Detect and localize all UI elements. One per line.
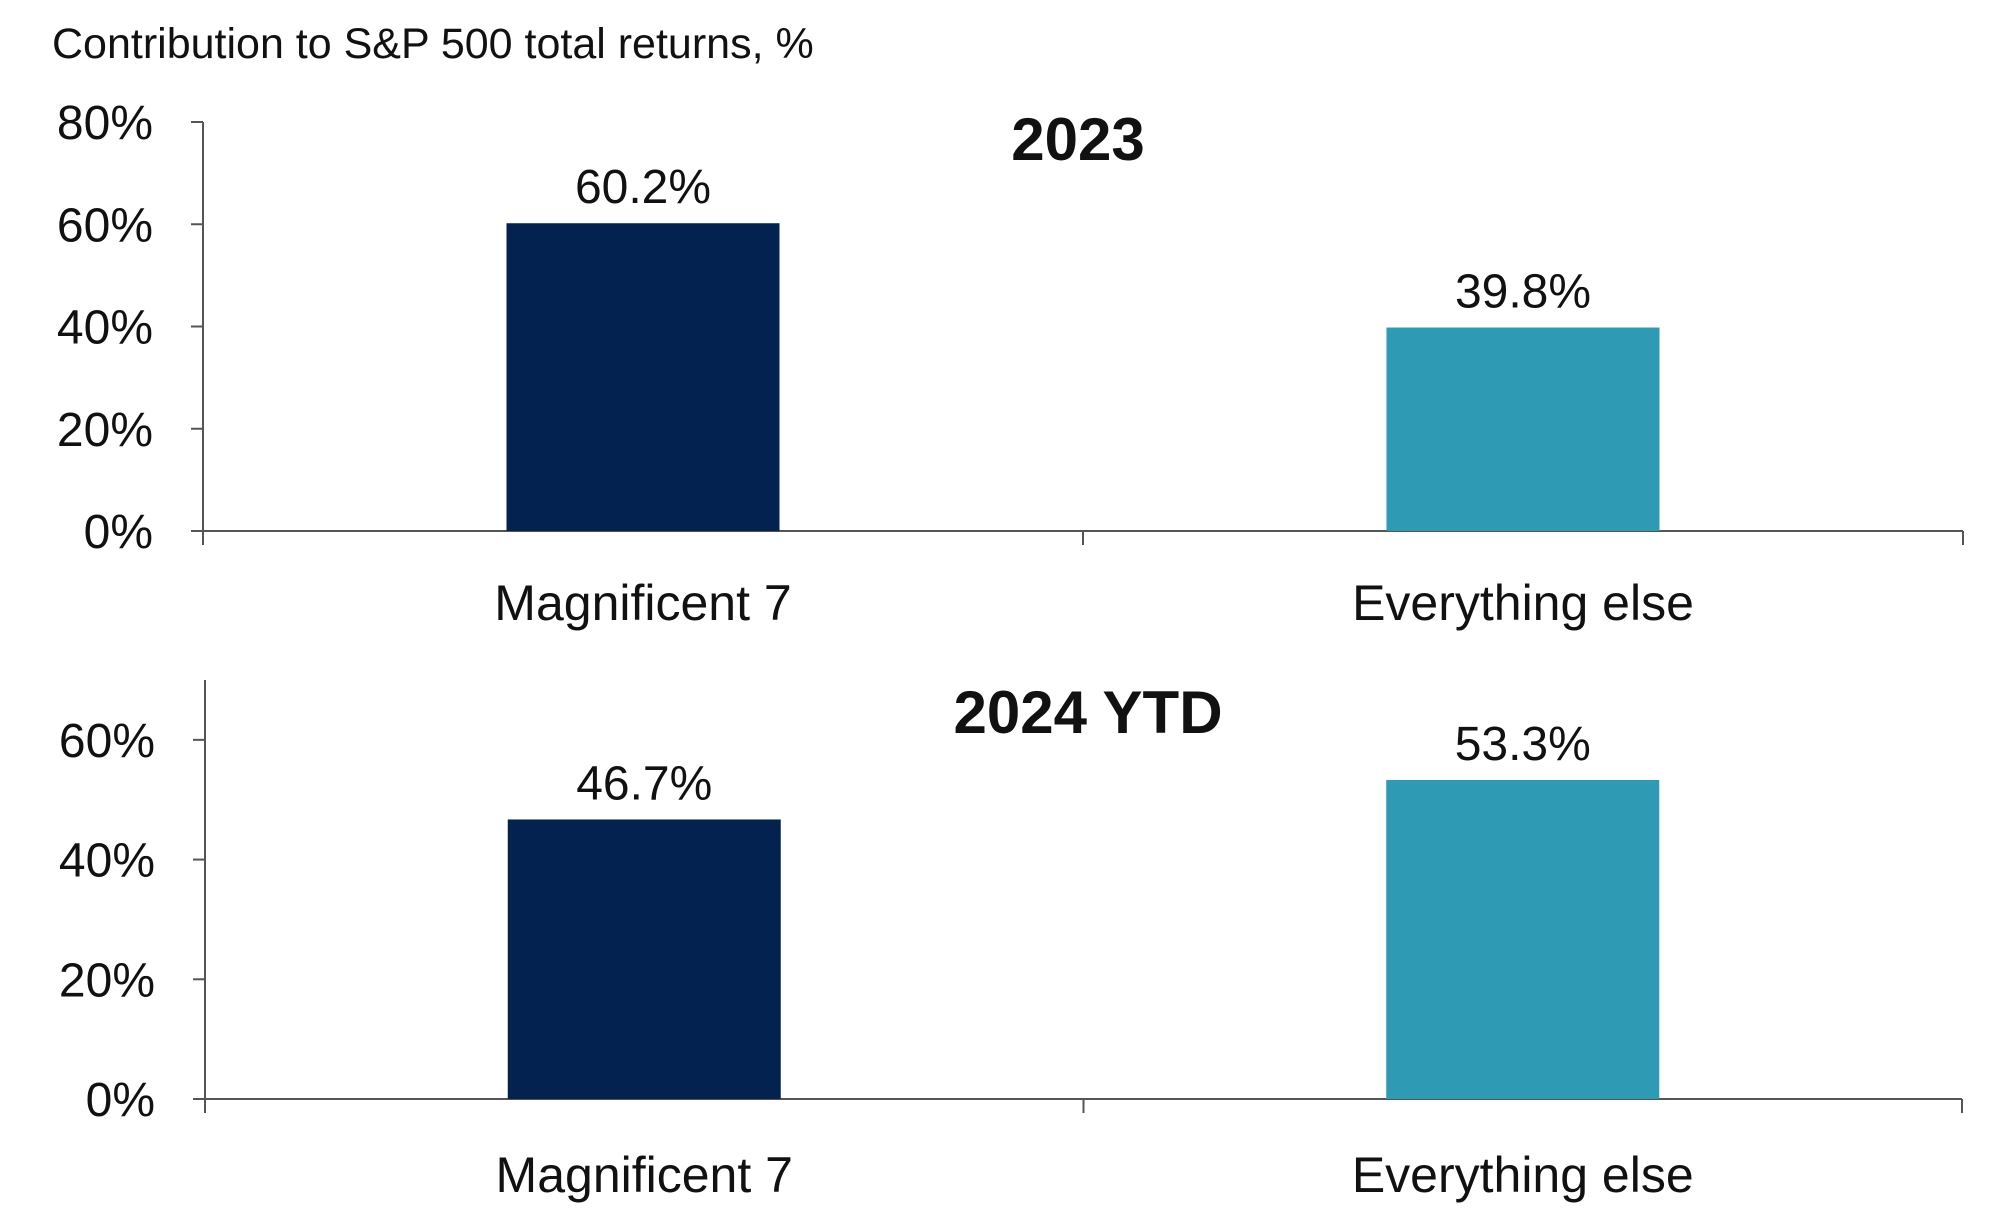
bar-everything-else [1386,327,1660,531]
y-tick-label: 60% [59,715,155,768]
y-tick-label: 80% [57,97,153,150]
chart-panel-2023: 2023 0% 20% 40% 60% 80% 60.2% Magnificent 7 39.8… [57,97,1964,631]
category-label-everything-else: Everything else [1352,1147,1694,1203]
y-tick-label: 20% [59,954,155,1007]
bar-magnificent-7 [507,819,781,1099]
data-label-everything-else: 39.8% [1455,266,1591,319]
y-tick-label: 60% [57,199,153,252]
y-tick-label: 20% [57,404,153,457]
y-tick-label: 40% [57,302,153,355]
bar-everything-else [1386,779,1660,1099]
data-label-magnificent-7: 46.7% [576,757,712,810]
y-tick-label: 40% [59,835,155,888]
panel-title: 2024 YTD [953,679,1222,746]
category-label-everything-else: Everything else [1352,575,1694,631]
y-tick-label: 0% [84,506,153,559]
y-tick-label: 0% [86,1074,155,1127]
bar-magnificent-7 [506,223,780,532]
data-label-magnificent-7: 60.2% [575,161,711,214]
category-label-magnificent-7: Magnificent 7 [496,1147,793,1203]
data-label-everything-else: 53.3% [1455,718,1591,771]
chart-heading: Contribution to S&P 500 total returns, % [52,20,814,68]
panel-title: 2023 [1011,106,1144,173]
chart-panel-2024-ytd: 2024 YTD 0% 20% 40% 60% 46.7% Magnificent 7 53.… [59,679,1963,1203]
category-label-magnificent-7: Magnificent 7 [494,575,791,631]
